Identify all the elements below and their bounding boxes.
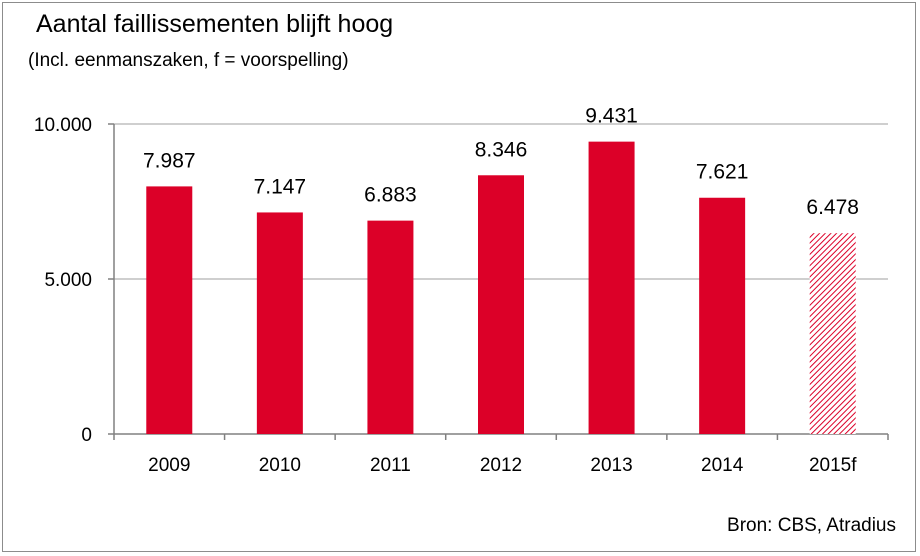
y-tick-label: 10.000 — [34, 115, 92, 136]
x-tick-label: 2013 — [590, 455, 632, 476]
data-label: 8.346 — [475, 138, 528, 161]
bars — [146, 141, 856, 435]
x-tick-label: 2015f — [809, 455, 857, 476]
y-tick-label: 5.000 — [44, 270, 92, 291]
x-tick-label: 2010 — [259, 455, 301, 476]
bar — [588, 141, 635, 434]
bar — [367, 220, 414, 434]
x-tick-label: 2009 — [148, 455, 190, 476]
x-tick-label: 2012 — [480, 455, 522, 476]
data-label: 7.987 — [143, 149, 196, 172]
axes: 0 5.000 10.000 2009 2010 2011 2012 2013 2014 2015… — [34, 115, 889, 476]
bar — [699, 197, 746, 434]
data-label: 6.478 — [806, 196, 859, 219]
bar — [256, 212, 303, 434]
chart-title: Aantal faillissementen blijft hoog — [36, 10, 394, 38]
source-note: Bron: CBS, Atradius — [727, 515, 896, 536]
chart-subtitle: (Incl. eenmanszaken, f = voorspelling) — [28, 50, 349, 71]
data-label: 7.621 — [696, 161, 749, 184]
x-tick-label: 2014 — [701, 455, 744, 476]
data-label: 7.147 — [254, 175, 307, 198]
x-tick-label: 2011 — [370, 455, 411, 476]
data-labels: 7.987 7.147 6.883 8.346 9.431 7.621 6.478 — [143, 105, 859, 220]
bar-forecast — [809, 233, 856, 434]
y-tick-label: 0 — [81, 425, 92, 446]
bar — [146, 186, 193, 434]
bar — [478, 175, 524, 435]
data-label: 9.431 — [585, 105, 638, 128]
data-label: 6.883 — [364, 184, 417, 207]
